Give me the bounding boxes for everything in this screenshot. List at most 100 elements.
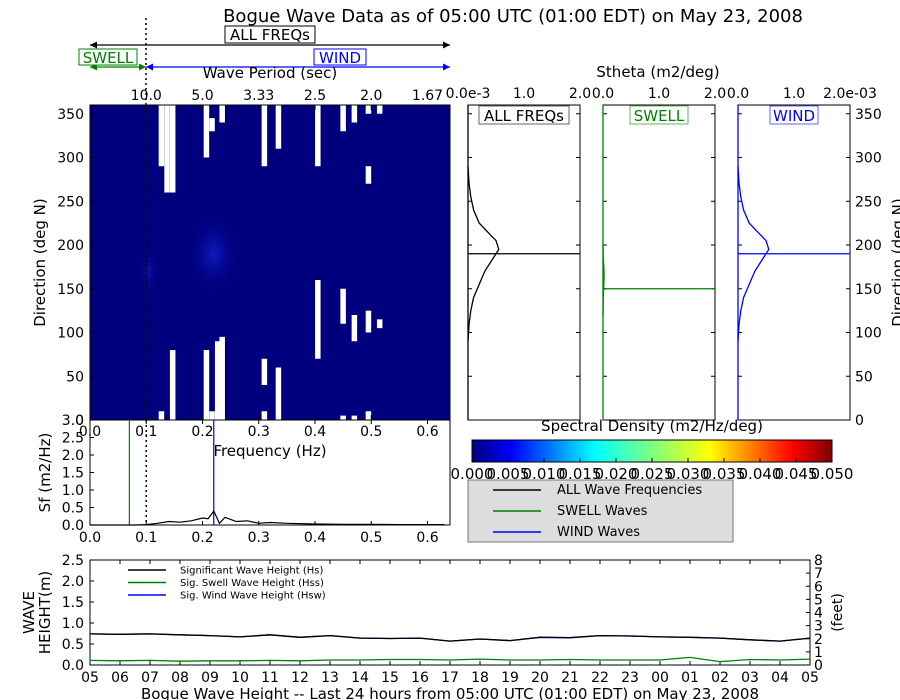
ts-x-tick-label: 11 xyxy=(261,670,279,686)
figure-title: Bogue Wave Data as of 05:00 UTC (01:00 E… xyxy=(223,6,803,27)
wind-label: WIND xyxy=(319,49,361,67)
colorbar-tick-label: 0.050 xyxy=(811,465,854,483)
ts-y-tick-label: 1.5 xyxy=(62,595,84,611)
heatmap-gap xyxy=(376,105,383,114)
colorbar-tick-label: 0.015 xyxy=(559,465,602,483)
heatmap-gap xyxy=(275,367,282,420)
ts-x-tick-label: 05 xyxy=(801,670,819,686)
ts-x-tick-label: 02 xyxy=(711,670,729,686)
wind-box xyxy=(313,48,367,66)
heatmap-gap xyxy=(219,336,225,420)
stheta-all-title: ALL FREQs xyxy=(484,107,564,125)
ts-x-tick-label: 18 xyxy=(471,670,489,686)
stheta-all-curve xyxy=(467,166,500,342)
directional-spectrum-panel: 0 50 100 150 200 250 300 350 Direction (deg N) 10… xyxy=(31,64,451,429)
ts-x-tick-label: 21 xyxy=(561,670,579,686)
frequency-spectrum-panel: 0.00.00.10.10.20.20.30.30.40.40.50.50.60… xyxy=(36,413,451,546)
heatmap-gap xyxy=(351,415,358,420)
ts-y-tick-label: 2.5 xyxy=(62,553,84,569)
stheta-wind-title: WIND xyxy=(773,107,815,125)
sf-bottom-tick-label: 0.6 xyxy=(416,530,438,546)
heatmap-top-tick-label: 2.0 xyxy=(360,88,382,104)
ts-x-tick-label: 13 xyxy=(321,670,339,686)
ts-x-tick-label: 15 xyxy=(381,670,399,686)
heatmap-gap xyxy=(275,105,282,149)
heatmap-gap xyxy=(203,350,210,420)
swell-label: SWELL xyxy=(83,49,134,67)
all-freq-label: ALL FREQs xyxy=(230,26,310,44)
stheta-right-y-tick-label: 100 xyxy=(855,326,882,342)
ts-y-axis-label-line2: HEIGHT(m) xyxy=(36,571,54,655)
heatmap-swell-region xyxy=(139,245,160,298)
heatmap-top-tick-label: 10.0 xyxy=(131,88,162,104)
heatmap-y-axis-label: Direction (deg N) xyxy=(31,198,49,327)
heatmap-gap xyxy=(261,105,268,167)
stheta-all-x-tick-label: 1.0 xyxy=(513,86,535,102)
ts-series-line xyxy=(89,633,811,642)
stheta-right-y-tick-label: 200 xyxy=(855,238,882,254)
stheta-right-y-tick-label: 50 xyxy=(855,369,873,385)
wind-arrow-right-head xyxy=(443,63,450,71)
stheta-top-label: Stheta (m2/deg) xyxy=(596,63,719,81)
heatmap-gap xyxy=(340,288,346,324)
sf-bottom-tick-label: 0.4 xyxy=(304,530,326,546)
stheta-wind-curve xyxy=(737,166,770,342)
ts-series-line xyxy=(89,656,811,663)
stheta-all-title-box xyxy=(478,105,570,125)
ts-x-tick-label: 20 xyxy=(531,670,549,686)
ts-right-y-tick-label: 8 xyxy=(814,553,823,569)
ts-x-tick-label: 08 xyxy=(171,670,189,686)
heatmap-y-tick-label: 100 xyxy=(57,326,84,342)
ts-x-axis-label: Bogue Wave Height -- Last 24 hours from … xyxy=(141,685,759,700)
spectrum-legend-label: SWELL Waves xyxy=(557,504,648,519)
ts-x-tick-label: 16 xyxy=(411,670,429,686)
heatmap-gap xyxy=(376,319,383,329)
sf-bottom-tick-label: 0.2 xyxy=(191,530,213,546)
ts-x-tick-label: 03 xyxy=(741,670,759,686)
stheta-wind-frame xyxy=(737,104,851,421)
heatmap-gap xyxy=(351,105,358,123)
ts-frame xyxy=(89,559,811,666)
stheta-right-y-tick-label: 300 xyxy=(855,151,882,167)
sf-y-tick-label: 2.5 xyxy=(62,431,84,447)
heatmap-gap xyxy=(261,411,268,420)
heatmap-y-tick-label: 350 xyxy=(57,107,84,123)
ts-right-y-tick-label: 3 xyxy=(814,619,823,635)
ts-right-y-tick-label: 2 xyxy=(814,632,823,648)
colorbar-tick-label: 0.005 xyxy=(487,465,530,483)
colorbar-title: Spectral Density (m2/Hz/deg) xyxy=(541,417,763,435)
stheta-wind-title-box xyxy=(769,105,819,125)
ts-x-tick-label: 19 xyxy=(501,670,519,686)
colorbar-tick-label: 0.020 xyxy=(595,465,638,483)
ts-x-tick-label: 07 xyxy=(141,670,159,686)
sf-bottom-tick-label: 0.0 xyxy=(79,530,101,546)
stheta-all-x-tick-label: 2.0 xyxy=(569,86,591,102)
heatmap-gap xyxy=(365,105,372,114)
ts-x-tick-label: 14 xyxy=(351,670,369,686)
ts-right-y-tick-label: 0 xyxy=(814,658,823,674)
stheta-swell-title: SWELL xyxy=(634,107,685,125)
stheta-wind-x-tick-label: 2.0e-03 xyxy=(823,86,877,102)
heatmap-gap xyxy=(219,105,225,123)
sf-y-tick-label: 0.5 xyxy=(62,501,84,517)
heatmap-gap xyxy=(365,310,372,333)
sf-curve xyxy=(90,509,445,526)
colorbar-tick-label: 0.040 xyxy=(739,465,782,483)
ts-right-y-axis-label: (feet) xyxy=(830,593,846,632)
heatmap-top-tick-label: 3.33 xyxy=(243,88,274,104)
heatmap-gap xyxy=(169,105,176,193)
heatmap-top-tick-label: 5.0 xyxy=(191,88,213,104)
stheta-swell-x-tick-label: 0.0 xyxy=(592,86,614,102)
sf-bottom-tick-label: 0.1 xyxy=(135,530,157,546)
heatmap-gap xyxy=(315,280,321,359)
stheta-swell-x-tick-label: 2.0 xyxy=(704,86,726,102)
sf-y-tick-label: 3.0 xyxy=(62,413,84,429)
ts-x-tick-label: 09 xyxy=(201,670,219,686)
sf-top-tick-label: 0.2 xyxy=(191,424,213,440)
heatmap-gap xyxy=(315,105,321,167)
colorbar-tick-label: 0.025 xyxy=(631,465,674,483)
sf-top-tick-label: 0.5 xyxy=(360,424,382,440)
heatmap-gap xyxy=(169,350,176,420)
heatmap-y-tick-label: 150 xyxy=(57,282,84,298)
stheta-all-x-tick-label: 0.0e-3 xyxy=(446,86,491,102)
